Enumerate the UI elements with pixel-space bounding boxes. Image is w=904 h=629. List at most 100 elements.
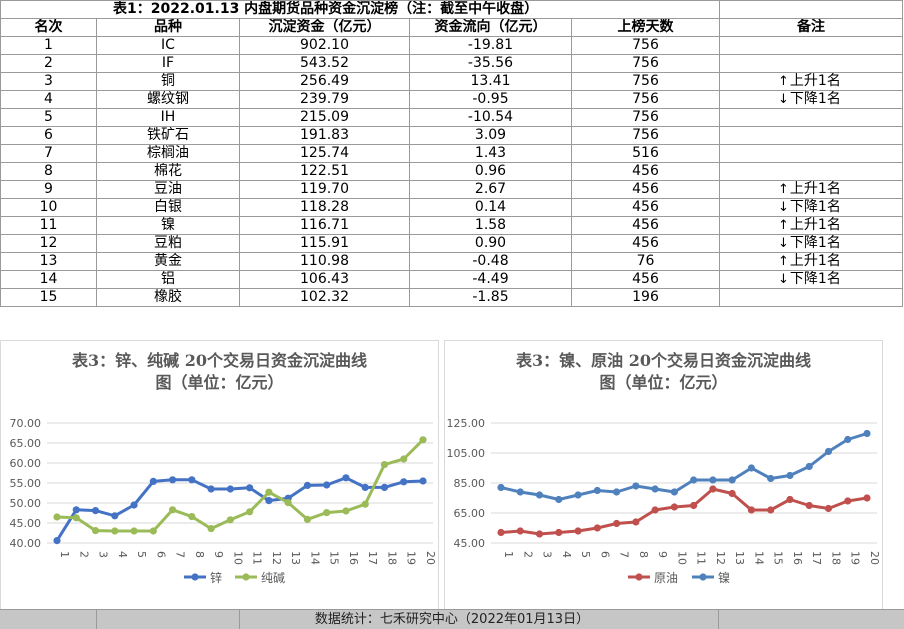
- data-point: [400, 455, 408, 463]
- flow-cell: 0.14: [409, 198, 572, 217]
- y-tick-label: 60.00: [10, 457, 42, 470]
- rank-cell: 7: [0, 144, 97, 163]
- header-note: 备注: [719, 18, 903, 37]
- data-point: [709, 485, 717, 493]
- legend-label: 纯碱: [261, 571, 285, 585]
- footer-divider: [96, 610, 97, 629]
- x-tick-label: 8: [637, 551, 650, 558]
- x-tick-label: 9: [212, 551, 225, 558]
- data-point: [824, 504, 833, 513]
- x-tick-label: 6: [598, 551, 611, 558]
- flow-cell: 1.43: [409, 144, 572, 163]
- data-point: [786, 471, 794, 480]
- name-cell: 铜: [96, 72, 240, 91]
- days-cell: 456: [571, 162, 720, 181]
- header-capital: 沉淀资金（亿元）: [239, 18, 410, 37]
- flow-cell: -10.54: [409, 108, 572, 127]
- footer-divider: [239, 610, 240, 629]
- arrow-up-icon: ↑: [778, 254, 789, 269]
- data-point: [863, 429, 871, 438]
- y-tick-label: 70.00: [10, 417, 42, 430]
- capital-cell: 118.28: [239, 198, 410, 217]
- data-point: [265, 497, 273, 505]
- data-point: [188, 476, 196, 484]
- data-point: [246, 508, 254, 516]
- name-cell: IC: [96, 36, 240, 55]
- table-row: 9 豆油 119.70 2.67 456 ↑上升1名: [0, 180, 903, 199]
- flow-cell: 1.58: [409, 216, 572, 235]
- data-point: [53, 513, 61, 521]
- data-point: [226, 485, 234, 493]
- data-point: [207, 485, 215, 493]
- note-cell: [719, 126, 903, 145]
- flow-cell: 3.09: [409, 126, 572, 145]
- data-point: [670, 488, 678, 496]
- data-point: [555, 495, 563, 504]
- y-tick-label: 65.00: [10, 437, 42, 450]
- table-title: 表1：2022.01.13 内盘期货品种资金沉淀榜（注：截至中午收盘）: [0, 0, 720, 19]
- x-tick-label: 12: [714, 551, 727, 565]
- table-row: 4 螺纹钢 239.79 -0.95 756 ↓下降1名: [0, 90, 903, 109]
- note-text: 上升1名: [789, 181, 841, 198]
- data-point: [497, 483, 505, 492]
- data-point: [786, 495, 794, 504]
- note-cell: [719, 288, 903, 307]
- note-cell: ↑上升1名: [719, 252, 903, 271]
- data-point: [303, 515, 312, 523]
- x-tick-label: 5: [135, 551, 148, 558]
- note-cell: ↑上升1名: [719, 72, 903, 91]
- data-point: [284, 499, 292, 507]
- rank-cell: 12: [0, 234, 97, 253]
- data-point: [149, 477, 157, 485]
- legend-label: 原油: [654, 571, 678, 585]
- table-title-row: 表1：2022.01.13 内盘期货品种资金沉淀榜（注：截至中午收盘）: [0, 0, 903, 19]
- arrow-up-icon: ↑: [778, 218, 789, 233]
- days-cell: 756: [571, 90, 720, 109]
- days-cell: 756: [571, 72, 720, 91]
- rank-cell: 10: [0, 198, 97, 217]
- days-cell: 456: [571, 234, 720, 253]
- rank-cell: 5: [0, 108, 97, 127]
- y-tick-label: 45.00: [454, 537, 486, 550]
- data-point: [53, 537, 61, 545]
- header-days: 上榜天数: [571, 18, 720, 37]
- chart-title-line2: 图（单位：亿元）: [599, 373, 728, 392]
- note-cell: [719, 108, 903, 127]
- series-line-0: [500, 487, 868, 536]
- x-tick-label: 16: [347, 551, 360, 565]
- note-text: 上升1名: [789, 73, 841, 90]
- x-tick-label: 13: [289, 551, 302, 565]
- x-tick-label: 13: [733, 551, 746, 565]
- name-cell: IH: [96, 108, 240, 127]
- data-point: [651, 485, 659, 493]
- x-tick-label: 19: [405, 551, 418, 565]
- capital-cell: 543.52: [239, 54, 410, 73]
- data-point: [632, 482, 640, 490]
- data-point: [303, 481, 312, 489]
- rank-cell: 13: [0, 252, 97, 271]
- note-cell: [719, 162, 903, 181]
- header-flow: 资金流向（亿元）: [409, 18, 572, 37]
- x-tick-label: 11: [251, 551, 264, 565]
- data-point: [574, 491, 582, 499]
- table-row: 15 橡胶 102.32 -1.85 196: [0, 288, 903, 307]
- name-cell: 豆油: [96, 180, 240, 199]
- arrow-down-icon: ↓: [778, 272, 789, 287]
- note-cell: ↓下降1名: [719, 234, 903, 253]
- note-cell: ↓下降1名: [719, 198, 903, 217]
- table-row: 1 IC 902.10 -19.81 756: [0, 36, 903, 55]
- data-point: [91, 527, 100, 535]
- chart-title-line1: 表3：锌、纯碱 20个交易日资金沉淀曲线: [72, 351, 367, 370]
- data-point: [516, 488, 524, 496]
- x-tick-label: 3: [97, 551, 110, 558]
- table-title-spacer: [719, 0, 903, 19]
- y-tick-label: 45.00: [10, 517, 42, 530]
- header-name: 品种: [96, 18, 240, 37]
- x-tick-label: 4: [116, 551, 129, 558]
- flow-cell: -0.48: [409, 252, 572, 271]
- x-tick-label: 16: [791, 551, 804, 565]
- days-cell: 756: [571, 36, 720, 55]
- x-tick-label: 14: [752, 551, 765, 565]
